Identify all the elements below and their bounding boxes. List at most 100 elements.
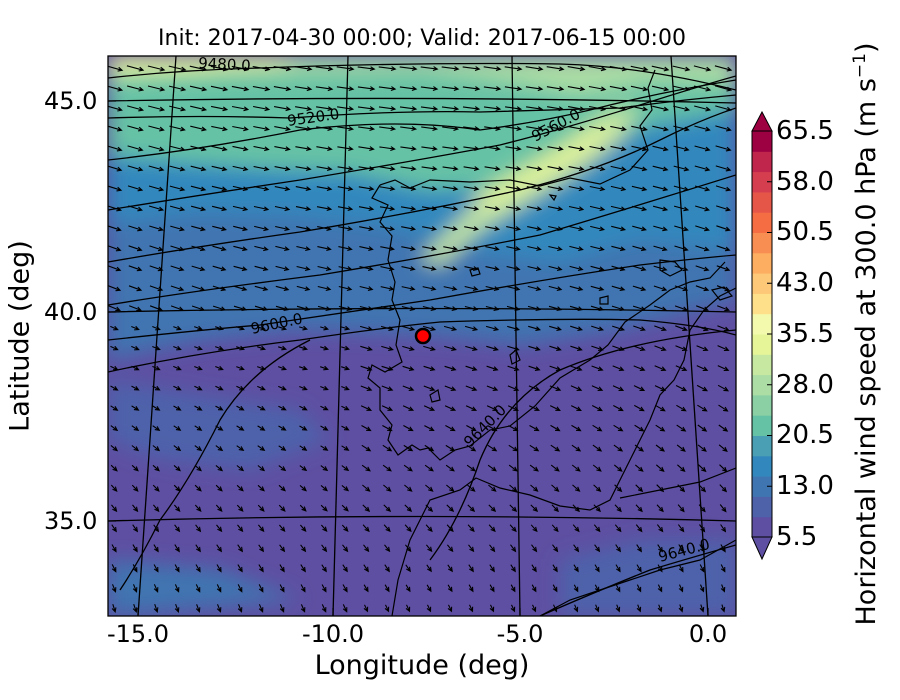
wind-vector xyxy=(127,105,145,112)
wind-vector xyxy=(274,126,291,132)
wind-vector xyxy=(526,146,543,152)
wind-vector xyxy=(195,584,201,593)
wind-vector xyxy=(589,145,606,152)
wind-vector xyxy=(361,444,372,452)
wind-vector xyxy=(530,524,538,533)
wind-vector xyxy=(317,246,332,252)
wind-vector xyxy=(279,564,285,573)
wind-vector xyxy=(341,345,350,351)
wind-vector xyxy=(594,584,600,593)
wind-vector xyxy=(360,345,373,351)
wind-vector xyxy=(462,66,481,72)
wind-vector xyxy=(341,484,350,492)
wind-vector xyxy=(506,226,522,232)
wind-vector xyxy=(362,504,371,512)
wind-vector xyxy=(506,305,521,311)
wind-vector xyxy=(573,584,579,593)
wind-vector xyxy=(697,424,708,432)
wind-vector xyxy=(320,504,328,512)
wind-vector xyxy=(678,604,684,613)
wind-vector xyxy=(237,564,243,573)
wind-vector xyxy=(152,365,161,371)
wind-vector xyxy=(169,145,186,152)
wind-vector xyxy=(552,604,558,613)
wind-vector xyxy=(233,245,248,252)
wind-vector xyxy=(190,205,207,212)
wind-vector xyxy=(613,464,623,472)
wind-vector xyxy=(653,285,668,292)
wind-vector xyxy=(424,464,434,472)
wind-vector xyxy=(279,584,285,593)
wind-vector xyxy=(569,245,584,252)
wind-vector xyxy=(609,85,628,92)
wind-vector xyxy=(653,225,668,232)
wind-vector xyxy=(546,86,565,92)
wind-vector xyxy=(128,245,143,252)
wind-vector xyxy=(547,106,565,112)
colorbar-segment xyxy=(752,394,772,416)
site-marker xyxy=(414,327,432,345)
wind-vector xyxy=(611,225,627,232)
wind-vector xyxy=(486,345,499,351)
wind-vector xyxy=(593,484,602,492)
wind-vector xyxy=(673,205,690,212)
wind-vector xyxy=(399,86,418,92)
wind-vector xyxy=(195,604,201,613)
colorbar-extend-max xyxy=(751,110,773,132)
wind-vector xyxy=(465,385,478,391)
wind-vector xyxy=(132,564,138,573)
wind-vector xyxy=(357,106,376,112)
wind-vector xyxy=(295,166,312,172)
wind-vector xyxy=(531,564,537,573)
wind-vector xyxy=(400,146,417,152)
colorbar-tick-label: 50.5 xyxy=(776,217,834,247)
wind-vector xyxy=(675,385,688,392)
wind-vector xyxy=(128,265,143,272)
wind-vector xyxy=(359,325,374,331)
wind-vector xyxy=(464,305,479,311)
wind-vector xyxy=(300,544,307,553)
wind-vector xyxy=(485,266,500,272)
wind-vector xyxy=(695,285,710,292)
wind-vector xyxy=(651,65,670,72)
wind-vector xyxy=(215,504,223,512)
wind-vector xyxy=(527,285,542,292)
wind-vector xyxy=(152,445,161,452)
wind-vector xyxy=(296,285,311,292)
wind-vector xyxy=(716,205,732,212)
wind-vector xyxy=(613,424,624,432)
wind-vector xyxy=(612,325,626,332)
wind-vector xyxy=(111,524,117,533)
wind-vector xyxy=(152,464,160,472)
wind-vector xyxy=(278,445,287,451)
wind-vector xyxy=(549,405,561,411)
wind-vector xyxy=(548,225,564,232)
wind-vector xyxy=(615,604,621,613)
wind-vector xyxy=(573,604,579,613)
wind-vector xyxy=(610,165,627,172)
wind-vector xyxy=(552,584,558,593)
wind-vector xyxy=(636,564,642,573)
wind-vector xyxy=(194,385,203,391)
wind-vector xyxy=(422,286,437,291)
wind-vector xyxy=(631,125,648,132)
colorbar-segment xyxy=(752,252,772,274)
wind-vector xyxy=(215,385,224,391)
wind-vector xyxy=(231,105,250,112)
wind-vector xyxy=(152,484,160,492)
wind-vector xyxy=(232,145,249,152)
wind-vector xyxy=(359,285,374,291)
wind-vector xyxy=(696,384,709,392)
wind-vector xyxy=(529,444,540,452)
wind-vector xyxy=(487,425,498,432)
wind-vector xyxy=(110,484,118,492)
wind-vector xyxy=(278,405,287,411)
wind-vector xyxy=(528,345,541,351)
wind-vector xyxy=(488,484,497,492)
wind-vector xyxy=(526,166,543,172)
wind-vector xyxy=(528,405,540,411)
wind-vector xyxy=(379,186,396,192)
wind-vector xyxy=(674,225,689,232)
wind-vector xyxy=(210,85,229,92)
wind-vector xyxy=(655,404,666,412)
